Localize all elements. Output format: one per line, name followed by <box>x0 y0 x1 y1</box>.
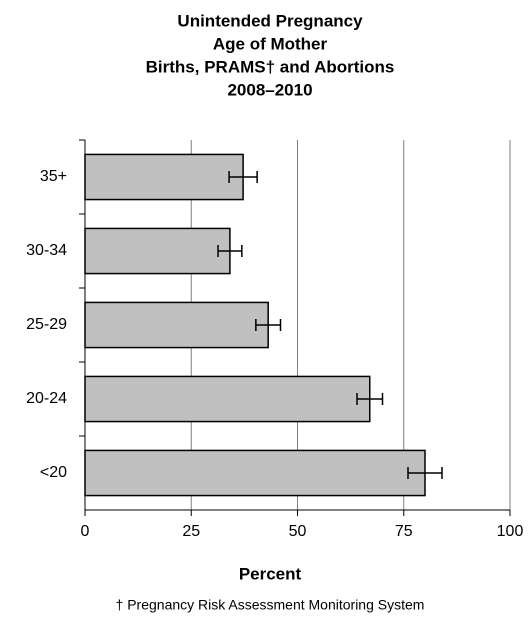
y-tick-label: 25-29 <box>26 316 67 333</box>
y-tick-label: 30-34 <box>26 242 67 259</box>
x-tick-label: 50 <box>289 523 307 540</box>
chart-title: Births, PRAMS† and Abortions <box>146 57 395 76</box>
x-tick-label: 75 <box>395 523 413 540</box>
error-bar <box>217 245 243 257</box>
x-axis-label: Percent <box>239 564 302 583</box>
error-bar <box>255 319 282 331</box>
x-tick-label: 25 <box>182 523 200 540</box>
chart-title: 2008–2010 <box>227 80 312 99</box>
y-tick-label: 35+ <box>40 168 67 185</box>
error-bar <box>356 393 384 405</box>
chart-title: Unintended Pregnancy <box>177 11 363 30</box>
bar <box>84 153 244 201</box>
error-bar <box>228 171 258 183</box>
x-tick-label: 100 <box>497 523 524 540</box>
error-bar <box>407 467 443 479</box>
bar <box>84 375 371 423</box>
bar <box>84 449 426 497</box>
x-tick-label: 0 <box>81 523 90 540</box>
chart-title: Age of Mother <box>213 34 328 53</box>
bar <box>84 301 269 349</box>
bar <box>84 227 231 275</box>
y-tick-label: <20 <box>40 464 67 481</box>
footnote: † Pregnancy Risk Assessment Monitoring S… <box>116 597 425 613</box>
y-tick-label: 20-24 <box>26 390 67 407</box>
